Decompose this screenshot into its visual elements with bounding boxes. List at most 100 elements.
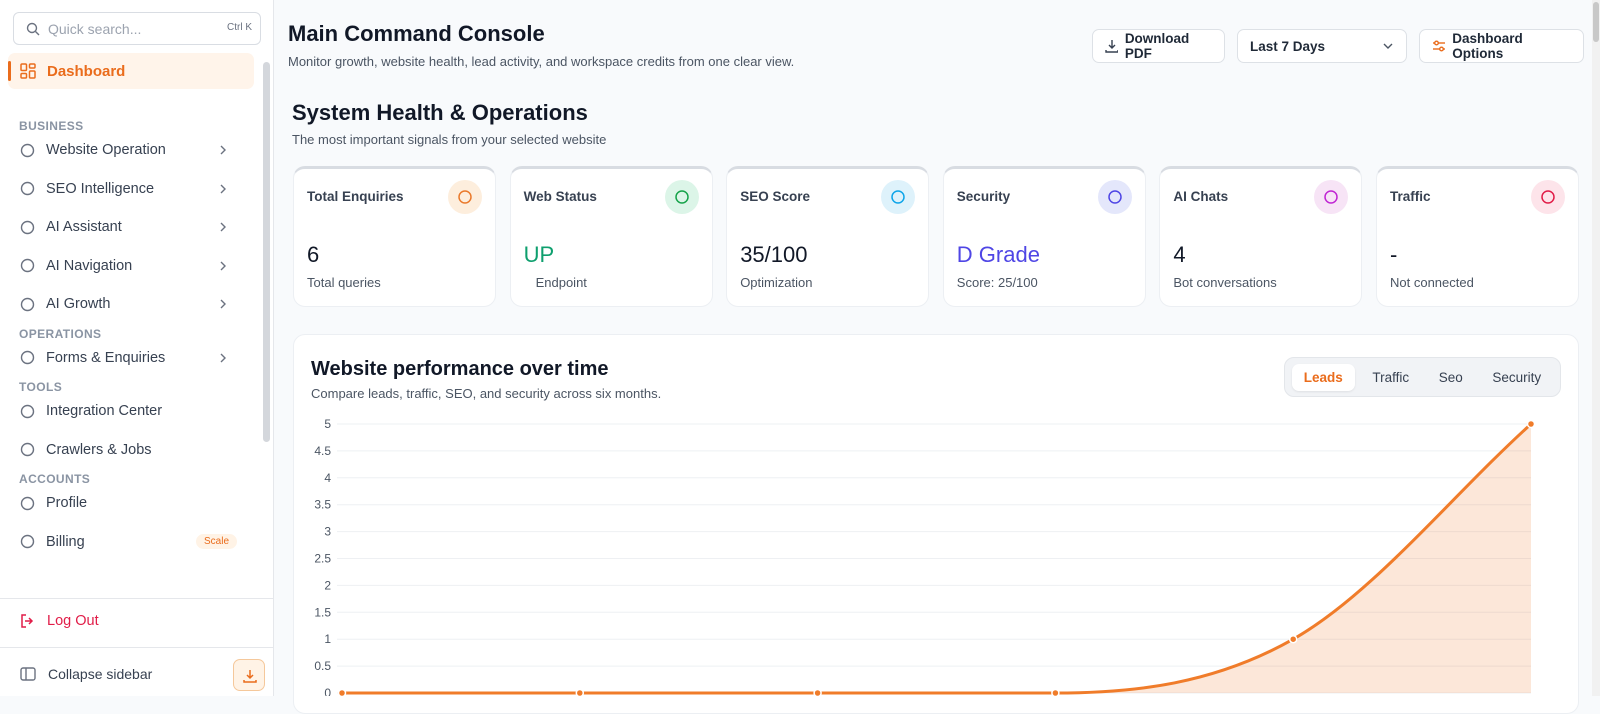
select-label: Last 7 Days [1250,38,1326,54]
tab[interactable]: Traffic [1372,369,1410,385]
nav-icon [20,258,35,273]
button-label: Download PDF [1124,31,1190,61]
card-value: 6 [307,242,320,267]
tab[interactable]: Leads [1291,363,1355,391]
tab[interactable]: Security [1492,369,1542,385]
nav-item[interactable]: Profile [19,488,245,518]
nav-icon [20,181,35,196]
logout-icon [21,614,34,628]
nav-label: Billing [46,533,85,550]
chevron [1383,43,1393,49]
card-title: SEO Score [740,189,810,204]
card-icon [1531,180,1565,214]
chevron [220,145,226,155]
card-value: D Grade [956,242,1040,267]
section-label: TOOLS [19,380,63,394]
section-label: OPERATIONS [19,326,102,341]
nav-item[interactable]: Website Operation [19,135,245,165]
card-title: Security [956,189,1011,204]
icon-glyph [891,190,905,204]
nav-icon [20,143,35,157]
page-scrollbar [1592,0,1600,696]
nav-label: Profile [46,495,88,511]
sidebar: Quick search... Ctrl K Dashboard BUSINES… [0,0,274,696]
button-label: Dashboard Options [1452,31,1523,61]
stat-card: Traffic - Not connected [1376,166,1579,307]
nav-item[interactable]: Billing Scale [19,527,245,557]
nav-item[interactable]: SEO Intelligence [19,174,245,204]
divider [0,647,274,648]
nav-label: AI Growth [46,296,111,312]
chevron [220,353,226,362]
stat-card: Security D Grade Score: 25/100 [942,166,1146,307]
card-title: Total Enquiries [307,189,404,204]
download-button[interactable] [233,659,265,691]
stat-card: Web Status UP Endpoint [509,166,713,307]
card-sub: Bot conversations [1173,275,1277,290]
nav-item[interactable]: AI Navigation [19,251,245,281]
nav-icon [20,297,35,311]
nav-label: AI Assistant [46,219,122,235]
nav-label: Website Operation [46,142,166,158]
nav: Dashboard BUSINESS Website Operation SEO I… [0,48,274,597]
logout[interactable]: Log Out [19,613,99,629]
section-subtitle: The most important signals from your sel… [292,132,607,147]
collapse-icon [20,667,36,681]
dashboard-icon [20,63,36,79]
nav-label: Crawlers & Jobs [46,441,152,458]
card-icon [881,180,916,214]
page-subtitle: Monitor growth, website health, lead act… [288,54,795,69]
icon-glyph [1108,190,1122,204]
card-icon [664,180,699,214]
panel-subtitle: Compare leads, traffic, SEO, and securit… [311,386,662,401]
range-select[interactable]: Last 7 Days [1237,29,1407,63]
chevron [220,184,226,193]
stat-card: SEO Score 35/100 Optimization [726,166,930,307]
icon-glyph [674,190,689,204]
search-box[interactable]: Quick search... Ctrl K [13,12,261,45]
card-value: - [1390,242,1398,267]
tab[interactable]: Seo [1438,369,1463,385]
card-sub: Score: 25/100 [956,275,1038,290]
logout-label: Log Out [47,613,99,629]
nav-icon [20,220,35,234]
nav-label: Integration Center [46,403,163,419]
collapse[interactable]: Collapse sidebar [20,666,152,682]
search-placeholder: Quick search... [48,21,142,37]
nav-item[interactable]: Crawlers & Jobs [19,435,245,465]
stat-card: Total Enquiries 6 Total queries [293,166,496,307]
panel-title: Website performance over time [311,358,609,380]
section-title: System Health & Operations [292,100,588,125]
icon [1433,40,1445,52]
nav-icon [20,350,35,365]
section-label: BUSINESS [19,119,84,133]
dashboard-options[interactable]: Dashboard Options [1419,29,1584,63]
icon [1105,40,1118,53]
card-icon [1097,180,1132,214]
section-label: ACCOUNTS [19,472,91,486]
nav-item[interactable]: AI Assistant [19,212,245,242]
chevron [220,222,226,232]
card-title: AI Chats [1173,189,1229,204]
card-sub: Endpoint [535,275,587,290]
tabs: Leads Traffic Seo Security [1284,357,1561,397]
nav-icon [20,404,35,418]
download-pdf[interactable]: Download PDF [1092,29,1225,63]
chevron [220,261,226,270]
card-sub: Total queries [307,275,381,290]
nav-item[interactable]: AI Growth [19,289,245,319]
nav-item[interactable]: Integration Center [19,396,245,426]
page-title: Main Command Console [288,21,545,46]
nav-item[interactable]: Forms & Enquiries [19,343,245,373]
card-title: Web Status [523,189,597,204]
shortcut: Ctrl K [227,22,252,33]
scroll-thumb [1593,2,1599,42]
nav-item-active[interactable]: Dashboard [8,53,254,89]
search-icon [26,22,40,36]
nav-label: AI Navigation [46,257,133,274]
card-sub: Optimization [740,275,813,290]
nav-label: Dashboard [47,63,126,80]
card-icon [448,180,482,214]
collapse-label: Collapse sidebar [48,666,153,682]
